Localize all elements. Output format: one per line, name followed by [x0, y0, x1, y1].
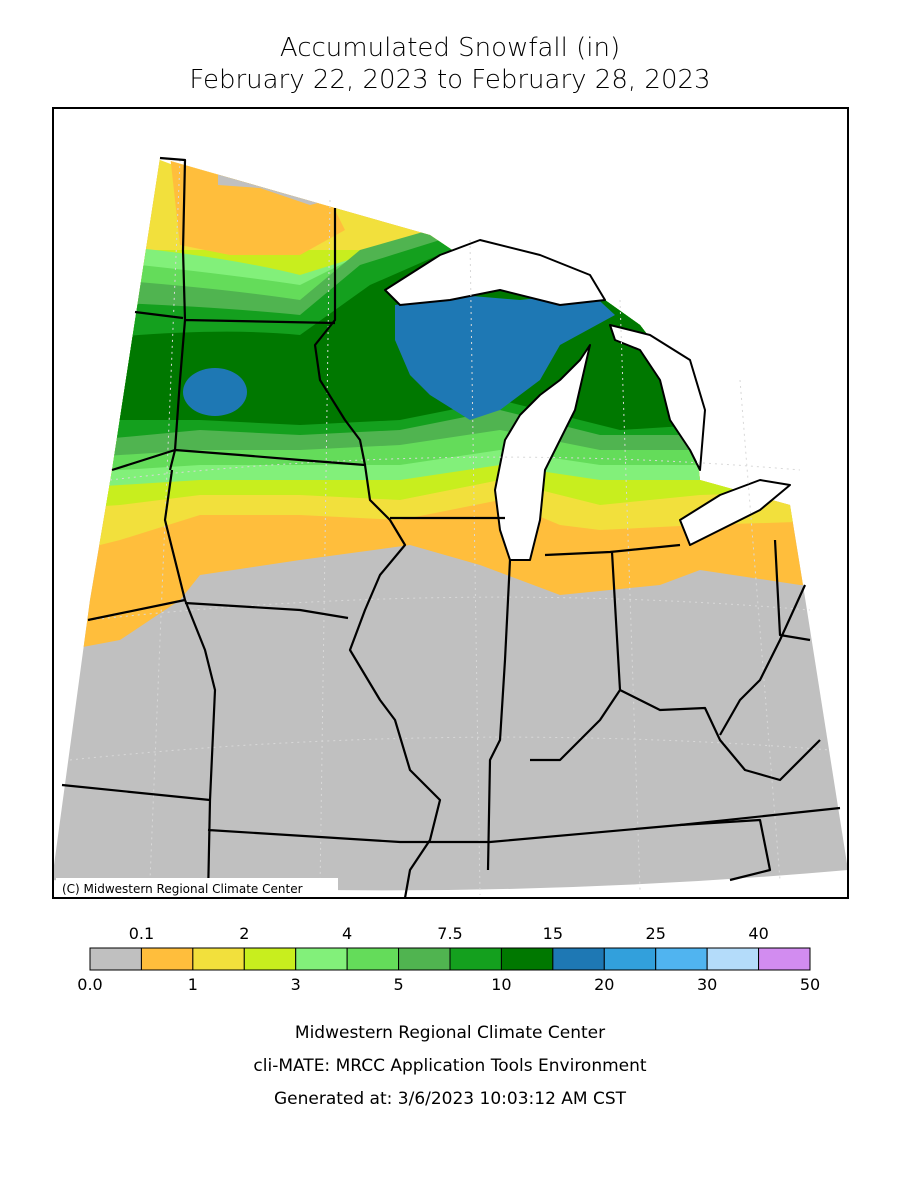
copyright-box — [56, 878, 338, 897]
legend-swatch — [192, 947, 245, 971]
legend-swatch — [346, 947, 400, 971]
legend-swatch — [398, 947, 451, 971]
copyright: (C) Midwestern Regional Climate Center — [62, 882, 303, 896]
legend-label: 3 — [291, 975, 301, 994]
legend-label: 30 — [697, 975, 717, 994]
legend-swatch — [758, 947, 811, 971]
legend-swatch — [603, 947, 657, 971]
legend-label: 10 — [491, 975, 511, 994]
legend-label: 40 — [748, 924, 768, 943]
legend-label: 2 — [239, 924, 249, 943]
legend-label: 50 — [800, 975, 820, 994]
legend-label: 15 — [543, 924, 563, 943]
legend-label: 5 — [393, 975, 403, 994]
legend: 0.1 2 4 7.5 15 25 40 0.0 1 3 5 10 20 30 50 — [77, 924, 820, 994]
legend-swatch — [655, 947, 708, 971]
footer-text: cli-MATE: MRCC Application Tools Environ… — [253, 1056, 646, 1076]
map-frame — [52, 107, 849, 899]
footer-text: Generated at: 3/6/2023 10:03:12 AM CST — [274, 1089, 627, 1109]
legend-swatch — [449, 947, 502, 971]
legend-swatch — [500, 947, 554, 971]
legend-label: 0.1 — [129, 924, 154, 943]
legend-label: 7.5 — [437, 924, 462, 943]
title: February 22, 2023 to February 28, 2023 — [189, 65, 710, 95]
legend-swatch — [552, 947, 605, 971]
legend-swatch — [243, 947, 297, 971]
legend-swatch — [295, 947, 348, 971]
legend-label: 20 — [594, 975, 614, 994]
legend-label: 0.0 — [77, 975, 102, 994]
map: (C) Midwestern Regional Climate Center — [52, 107, 849, 899]
legend-label: 4 — [342, 924, 352, 943]
legend-label: 25 — [646, 924, 666, 943]
footer-text: Midwestern Regional Climate Center — [295, 1023, 605, 1043]
title: Accumulated Snowfall (in) — [280, 33, 620, 63]
legend-swatch — [89, 947, 142, 971]
legend-swatch — [706, 947, 760, 971]
legend-swatch — [140, 947, 194, 971]
legend-label: 1 — [188, 975, 198, 994]
